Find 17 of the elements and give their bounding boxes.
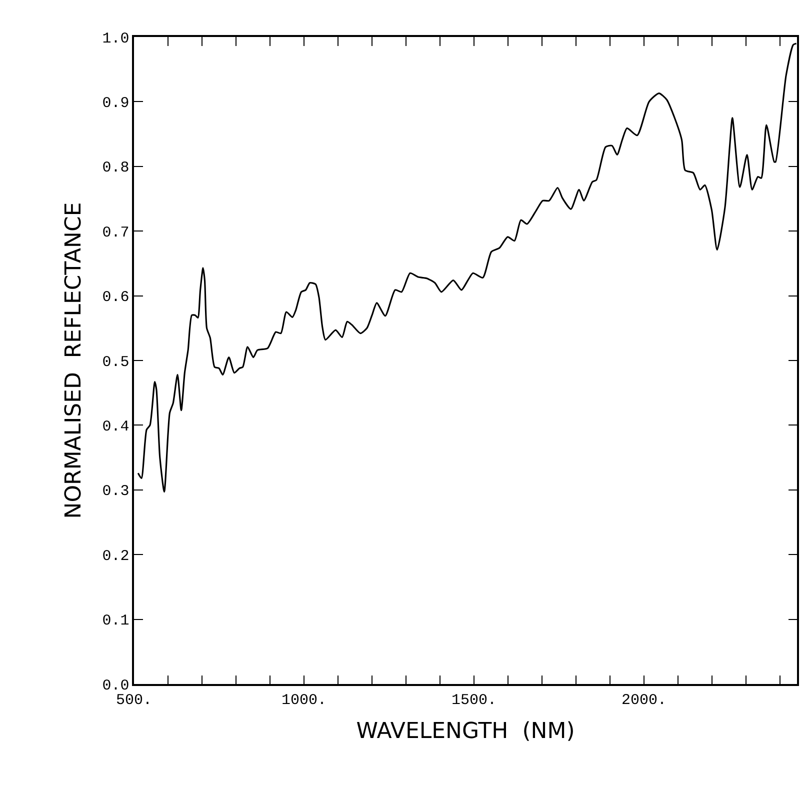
x-axis-title: WAVELENGTH (NM) [356, 719, 575, 744]
y-tick-label: 1.0 [102, 30, 130, 48]
y-tick-label: 0.8 [102, 160, 130, 177]
x-tick-label: 500. [116, 692, 152, 709]
y-tick-label: 0.9 [102, 94, 130, 112]
y-tick-label: 0.0 [102, 677, 130, 694]
y-tick-label: 0.7 [102, 224, 130, 242]
x-tick-label: 1500. [451, 692, 497, 709]
x-tick-label: 1000. [281, 692, 327, 709]
y-tick-label: 0.4 [102, 418, 130, 436]
y-tick-label: 0.5 [102, 354, 130, 371]
y-axis-title: NORMALISED REFLECTANCE [62, 202, 87, 519]
y-tick-label: 0.6 [102, 289, 130, 306]
y-tick-label: 0.1 [102, 612, 130, 630]
x-tick-label: 2000. [621, 692, 667, 709]
y-tick-label: 0.3 [102, 483, 130, 500]
y-tick-label: 0.2 [102, 548, 130, 565]
